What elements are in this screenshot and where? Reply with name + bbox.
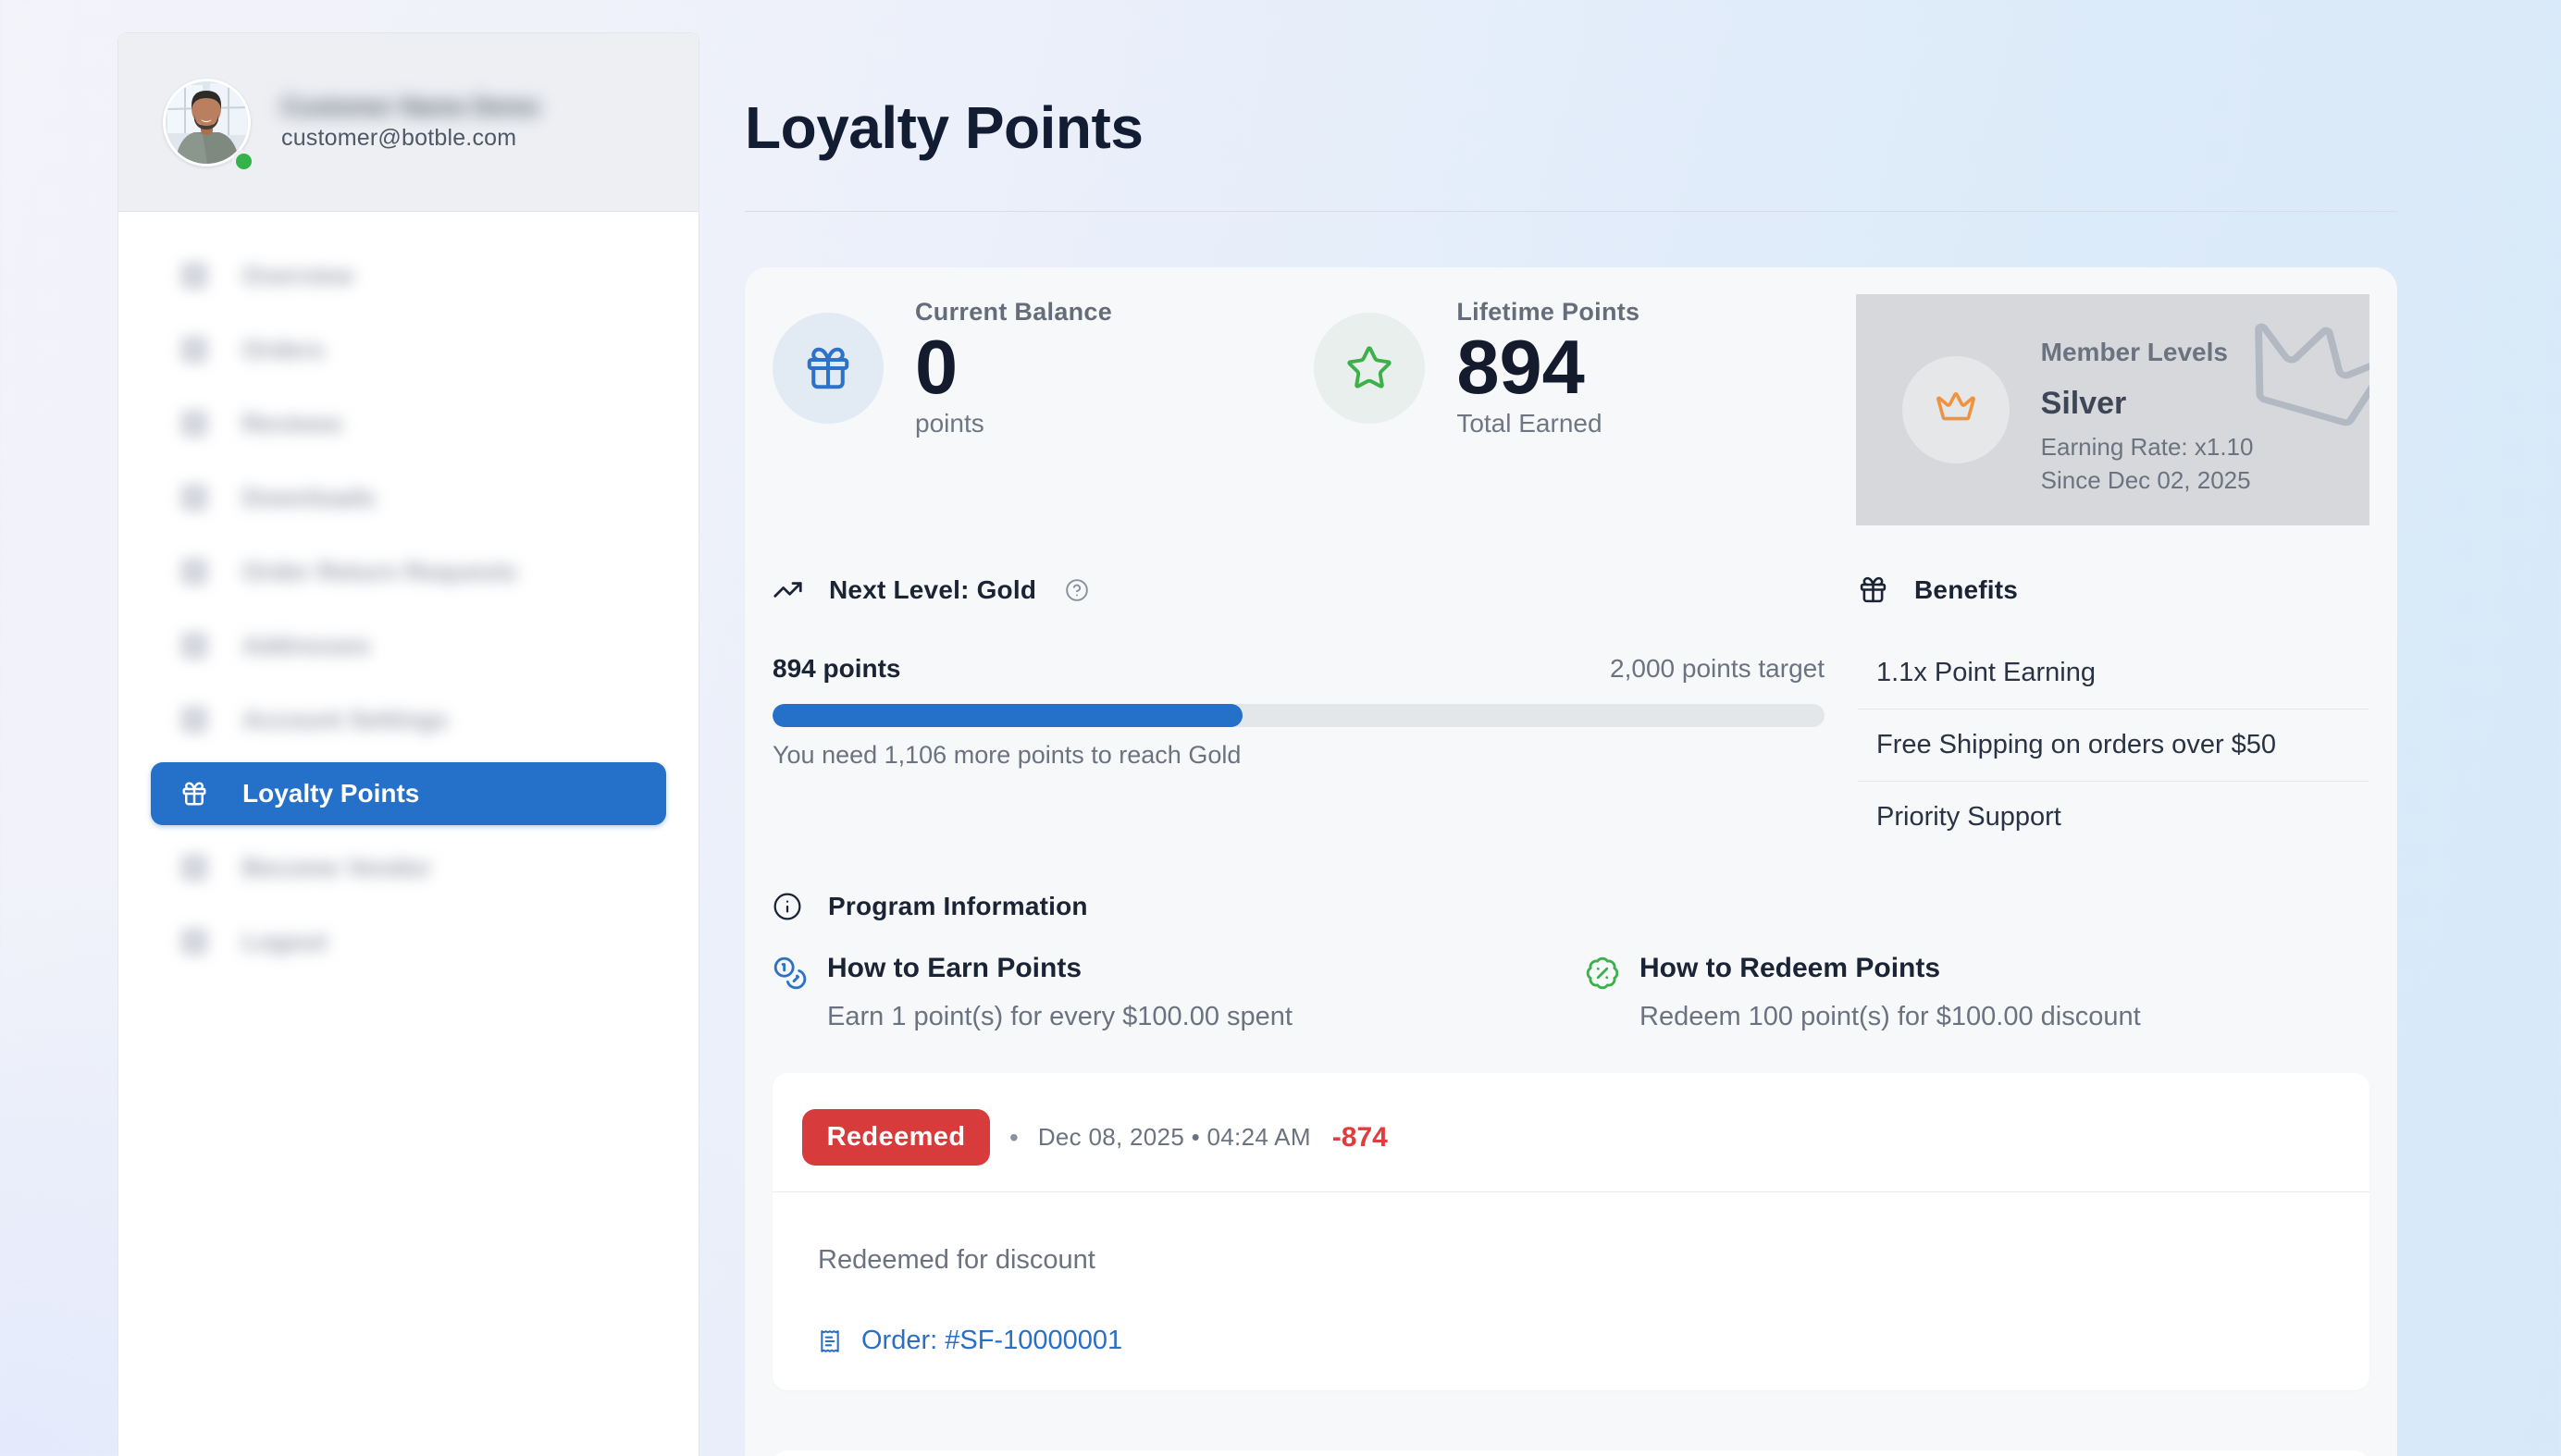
points-needed-note: You need 1,106 more points to reach Gold [773,741,1242,769]
how-to-earn-title: How to Earn Points [827,953,1083,983]
redeemed-badge: Redeemed [802,1109,990,1166]
blurred-icon [180,262,208,290]
sidebar: Customer Name Demo customer@botble.com O… [118,32,699,1456]
transaction-card-partial [773,1450,2369,1456]
how-to-earn-desc: Earn 1 point(s) for every $100.00 spent [827,1002,1293,1031]
sidebar-menu: Overview Orders Reviews Downloads Order … [118,212,699,1003]
program-information-section: Program Information How to Earn Points E… [773,892,2369,1032]
next-level-title: Next Level: Gold [829,574,1037,604]
coins-icon [773,956,808,991]
current-points-label: 894 points [773,654,901,683]
blurred-icon [180,632,208,660]
customer-email: customer@botble.com [281,125,517,151]
crown-icon [1901,356,2010,463]
sidebar-item-addresses[interactable]: Addresses [151,614,666,677]
member-levels-label: Member Levels [2040,338,2228,366]
help-icon[interactable] [1065,578,1089,602]
trending-up-icon [773,574,803,605]
page-title: Loyalty Points [745,94,1144,161]
current-balance-sub: points [915,409,984,438]
receipt-icon [818,1327,842,1355]
level-row: Next Level: Gold 894 points 2,000 points… [773,574,2369,853]
sidebar-item-orders[interactable]: Orders [151,318,666,381]
member-level-card: Member Levels Silver Earning Rate: x1.10… [1855,294,2369,525]
title-divider [745,211,2397,212]
blurred-icon [180,484,208,512]
how-to-redeem: How to Redeem Points Redeem 100 point(s)… [1585,953,2369,1032]
benefits-title: Benefits [1914,574,2019,604]
blurred-icon [180,336,208,364]
profile-header: Customer Name Demo customer@botble.com [118,33,699,212]
benefit-item: Free Shipping on orders over $50 [1858,709,2369,782]
current-balance-stat: Current Balance 0 points [773,294,1286,525]
sidebar-item-loyalty-points[interactable]: Loyalty Points [151,762,666,825]
transaction-card: Redeemed • Dec 08, 2025 • 04:24 AM -874 … [773,1073,2369,1390]
how-to-redeem-desc: Redeem 100 point(s) for $100.00 discount [1639,1002,2141,1031]
badge-percent-icon [1585,956,1620,991]
main-content: Loyalty Points Current Balance 0 points [745,0,2397,1456]
sidebar-item-account-settings[interactable]: Account Settings [151,688,666,751]
progress-bar [773,704,1825,727]
star-icon [1314,313,1426,424]
transaction-date: Dec 08, 2025 • 04:24 AM [1037,1123,1311,1151]
gift-icon [1858,574,1888,605]
how-to-redeem-title: How to Redeem Points [1639,953,1941,983]
target-points-label: 2,000 points target [1610,654,1825,683]
program-information-title: Program Information [828,892,1088,920]
blurred-icon [180,410,208,438]
lifetime-points-value: 894 [1456,324,1585,410]
benefits-section: Benefits 1.1x Point Earning Free Shippin… [1858,574,2369,853]
blurred-icon [180,928,208,956]
order-link[interactable]: Order: #SF-10000001 [861,1326,1123,1355]
benefit-item: Priority Support [1876,802,2061,832]
lifetime-points-label: Lifetime Points [1456,298,1640,326]
blurred-icon [180,706,208,734]
benefits-list: 1.1x Point Earning Free Shipping on orde… [1858,637,2369,853]
blurred-icon [180,854,208,882]
sidebar-item-order-returns[interactable]: Order Return Requests [151,540,666,603]
progress-fill [773,704,1243,727]
gift-icon [180,780,208,808]
loyalty-panel: Current Balance 0 points Lifetime Points… [745,267,2397,1456]
member-level-value: Silver [2040,386,2127,421]
info-icon [773,892,802,921]
transaction-description: Redeemed for discount [818,1245,1095,1275]
lifetime-points-stat: Lifetime Points 894 Total Earned [1314,294,1827,525]
how-to-earn: How to Earn Points Earn 1 point(s) for e… [773,953,1557,1032]
next-level-section: Next Level: Gold 894 points 2,000 points… [773,574,1825,853]
transaction-divider [773,1191,2369,1192]
customer-name-blurred: Customer Name Demo [281,93,539,120]
gift-icon [773,313,884,424]
crown-watermark-icon [2220,294,2369,462]
sidebar-item-downloads[interactable]: Downloads [151,466,666,529]
blurred-icon [180,558,208,586]
stats-row: Current Balance 0 points Lifetime Points… [773,294,2369,525]
dot-separator: • [1009,1122,1019,1152]
earning-rate: Earning Rate: x1.10 [2040,433,2254,461]
lifetime-points-sub: Total Earned [1456,409,1602,438]
sidebar-item-logout[interactable]: Logout [151,910,666,973]
sidebar-item-reviews[interactable]: Reviews [151,392,666,455]
benefit-item: 1.1x Point Earning [1858,637,2369,709]
member-since: Since Dec 02, 2025 [2040,466,2251,494]
sidebar-item-overview[interactable]: Overview [151,244,666,307]
current-balance-value: 0 [915,324,959,410]
transaction-points: -874 [1331,1121,1388,1153]
online-status-dot [232,149,255,173]
current-balance-label: Current Balance [915,298,1113,326]
sidebar-item-become-vendor[interactable]: Become Vendor [151,836,666,899]
